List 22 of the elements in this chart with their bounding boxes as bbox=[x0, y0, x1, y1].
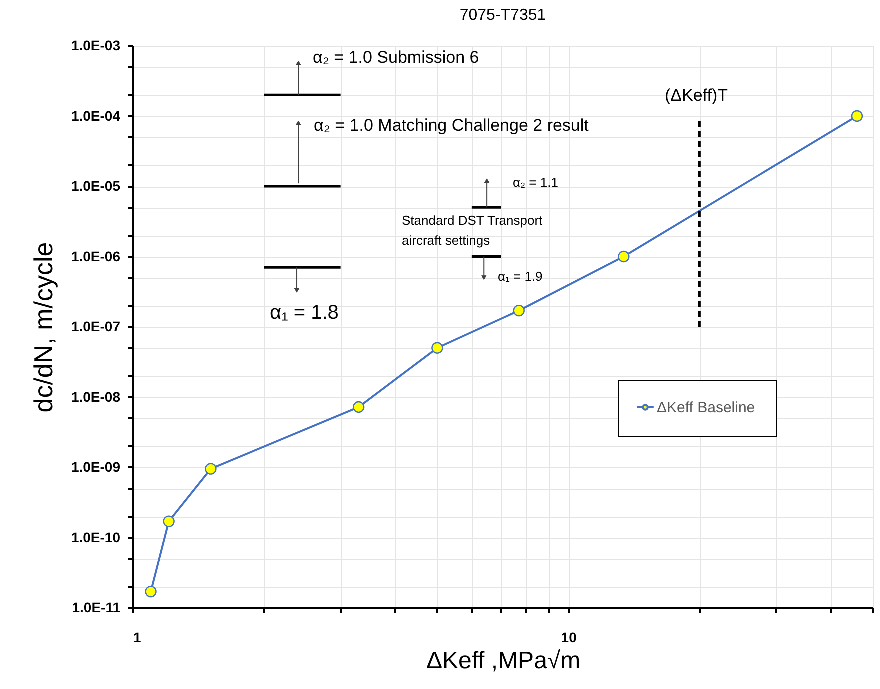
annotation: Standard DST Transport aircraft settings bbox=[402, 213, 544, 248]
annotation: α₁ = 1.8 bbox=[270, 302, 339, 324]
y-tick-label: 1.0E-09 bbox=[71, 459, 121, 475]
y-tick-label: 1.0E-03 bbox=[71, 38, 121, 54]
annotation: (ΔKeff)T bbox=[665, 86, 728, 105]
y-tick-label: 1.0E-05 bbox=[71, 178, 121, 194]
annotation: α₂ = 1.0 Matching Challenge 2 result bbox=[314, 116, 590, 135]
y-tick-label: 1.0E-06 bbox=[71, 248, 121, 264]
y-tick-label: 1.0E-08 bbox=[71, 388, 121, 405]
x-axis-title: ΔKeff ,MPa√m bbox=[426, 648, 581, 674]
y-axis-title: dc/dN, m/cycle bbox=[28, 242, 58, 413]
annotation: α₂ = 1.0 Submission 6 bbox=[313, 48, 480, 67]
annotation: α₂ = 1.1 bbox=[513, 175, 558, 190]
x-tick-label: 10 bbox=[561, 630, 578, 646]
x-tick-label: 1 bbox=[134, 630, 142, 646]
y-tick-label: 1.0E-10 bbox=[71, 529, 121, 546]
y-tick-label: 1.0E-07 bbox=[71, 318, 121, 334]
annotation: α₁ = 1.9 bbox=[498, 269, 543, 284]
legend-label: ΔKeff Baseline bbox=[657, 400, 756, 416]
y-tick-label: 1.0E-11 bbox=[72, 600, 121, 616]
chart-title: 7075-T7351 bbox=[460, 7, 546, 24]
y-tick-label: 1.0E-04 bbox=[71, 108, 121, 124]
